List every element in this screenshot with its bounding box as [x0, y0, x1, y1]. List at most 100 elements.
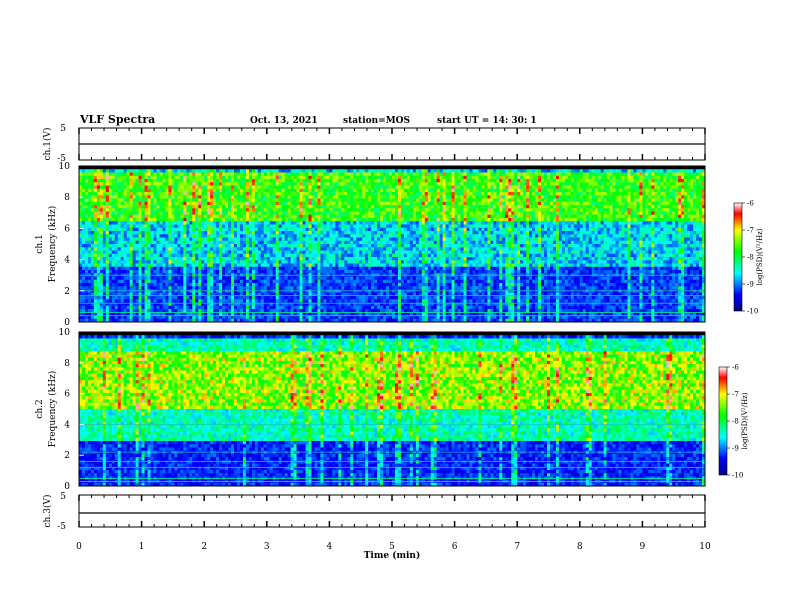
spectrogram-cell [198, 305, 202, 310]
spectrogram-cell [254, 286, 259, 290]
spectrogram-cell [213, 175, 217, 180]
spectrogram-cell [266, 211, 271, 216]
spectrogram-cell [254, 315, 259, 320]
spectrogram-cell [147, 244, 151, 248]
spectrogram-cell [99, 214, 104, 219]
spectrogram-cell [275, 211, 280, 216]
spectrogram-cell [380, 205, 384, 209]
spectrogram-cell [254, 218, 259, 222]
spectrogram-cell [177, 253, 181, 258]
spectrogram-cell [195, 218, 199, 222]
spectrogram-cell [320, 309, 324, 313]
spectrogram-cell [317, 179, 321, 183]
spectrogram-cell [210, 244, 214, 248]
spectrogram-cell [147, 169, 151, 173]
spectrogram-cell [239, 247, 244, 251]
spectrogram-cell [248, 224, 253, 229]
spectrogram-cell [231, 305, 235, 310]
spectrogram-cell [392, 169, 396, 173]
spectrogram-cell [141, 283, 145, 287]
spectrogram-cell [239, 292, 244, 297]
spectrogram-cell [254, 240, 259, 245]
spectrogram-cell [90, 175, 95, 180]
spectrogram-cell [219, 240, 223, 245]
spectrogram-cell [180, 224, 184, 229]
spectrogram-cell [189, 169, 193, 173]
spectrogram-cell [81, 266, 86, 271]
spectrogram-cell [353, 175, 357, 180]
spectrogram-cell [353, 283, 357, 287]
spectrogram-cell [272, 244, 277, 248]
spectrogram-cell [198, 257, 202, 261]
spectrogram-cell [350, 185, 354, 190]
spectrogram-cell [129, 279, 133, 284]
spectrogram-cell [308, 318, 312, 323]
spectrogram-cell [281, 289, 285, 294]
spectrogram-cell [192, 253, 196, 258]
spectrogram-cell [195, 175, 199, 180]
spectrogram-cell [120, 214, 125, 219]
spectrogram-cell [293, 260, 297, 264]
spectrogram-cell [344, 302, 348, 307]
spectrogram-cell [126, 253, 130, 258]
spectrogram-cell [383, 247, 387, 251]
spectrogram-cell [254, 263, 259, 268]
spectrogram-cell [213, 188, 217, 193]
spectrogram-cell [242, 315, 247, 320]
spectrogram-cell [207, 266, 211, 271]
spectrogram-cell [281, 175, 285, 180]
spectrogram-cell [359, 299, 363, 303]
spectrogram-cell [332, 260, 336, 264]
spectrogram-cell [359, 172, 363, 177]
spectrogram-cell [174, 253, 178, 258]
spectrogram-cell [171, 250, 175, 255]
spectrogram-cell [386, 312, 390, 316]
spectrogram-cell [138, 247, 142, 251]
spectrogram-cell [275, 296, 280, 300]
spectrogram-cell [248, 198, 253, 203]
spectrogram-cell [248, 309, 253, 313]
spectrogram-cell [213, 283, 217, 287]
spectrogram-cell [380, 289, 384, 294]
spectrogram-cell [338, 318, 342, 323]
spectrogram-cell [108, 240, 113, 245]
spectrogram-cell [362, 218, 366, 222]
spectrogram-cell [239, 315, 244, 320]
spectrogram-cell [87, 221, 92, 225]
spectrogram-cell [242, 309, 247, 313]
spectrogram-cell [162, 208, 166, 212]
spectrogram-cell [198, 250, 202, 255]
spectrogram-cell [353, 312, 357, 316]
spectrogram-cell [278, 250, 282, 255]
spectrogram-cell [368, 276, 372, 281]
spectrogram-cell [93, 211, 98, 216]
spectrogram-cell [198, 296, 202, 300]
spectrogram-cell [308, 315, 312, 320]
spectrogram-cell [153, 244, 157, 248]
spectrogram-cell [228, 309, 232, 313]
spectrogram-cell [177, 211, 181, 216]
spectrogram-cell [144, 195, 148, 199]
spectrogram-cell [338, 195, 342, 199]
spectrogram-cell [171, 283, 175, 287]
spectrogram-cell [242, 221, 247, 225]
spectrogram-cell [344, 201, 348, 206]
spectrogram-cell [278, 289, 282, 294]
spectrogram-cell [222, 270, 226, 274]
spectrogram-cell [117, 208, 122, 212]
spectrogram-cell [105, 270, 110, 274]
spectrogram-cell [171, 221, 175, 225]
spectrogram-cell [338, 169, 342, 173]
spectrogram-cell [281, 286, 285, 290]
spectrogram-cell [251, 175, 256, 180]
spectrogram-cell [305, 270, 309, 274]
spectrogram-cell [290, 237, 294, 242]
spectrogram-cell [207, 240, 211, 245]
spectrogram-cell [174, 182, 178, 186]
spectrogram-cell [332, 201, 336, 206]
spectrogram-cell [99, 224, 104, 229]
spectrogram-cell [132, 188, 136, 193]
spectrogram-cell [141, 266, 145, 271]
spectrogram-cell [287, 192, 291, 196]
spectrogram-cell [126, 286, 130, 290]
